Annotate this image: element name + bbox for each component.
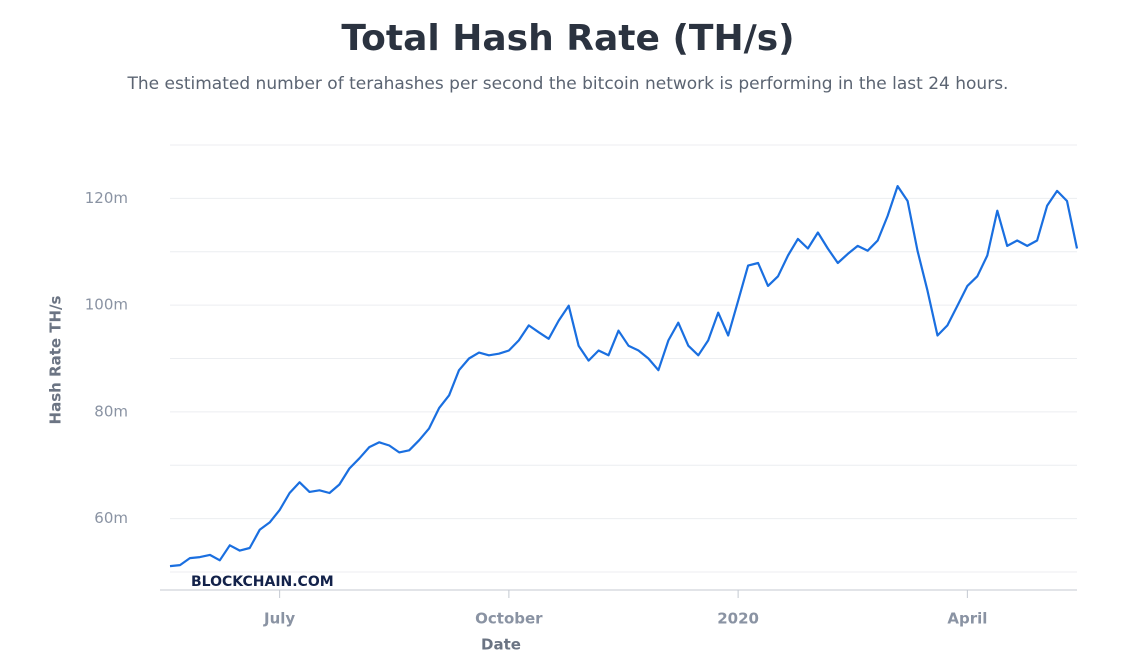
y-tick-label: 60m bbox=[94, 509, 128, 527]
x-tick-label: October bbox=[475, 610, 543, 628]
x-tick-label: 2020 bbox=[717, 610, 759, 628]
y-tick-label: 120m bbox=[85, 189, 128, 207]
x-tick-label: April bbox=[947, 610, 987, 628]
y-tick-label: 100m bbox=[85, 296, 128, 314]
y-axis-label: Hash Rate TH/s bbox=[47, 295, 65, 424]
y-tick-label: 80m bbox=[94, 402, 128, 420]
x-axis-label: Date bbox=[481, 636, 521, 654]
chart-title: Total Hash Rate (TH/s) bbox=[341, 18, 794, 59]
watermark: BLOCKCHAIN.COM bbox=[191, 574, 334, 590]
x-tick-label: July bbox=[263, 610, 295, 628]
data-line bbox=[169, 185, 1079, 568]
chart-subtitle: The estimated number of terahashes per s… bbox=[127, 74, 1009, 94]
